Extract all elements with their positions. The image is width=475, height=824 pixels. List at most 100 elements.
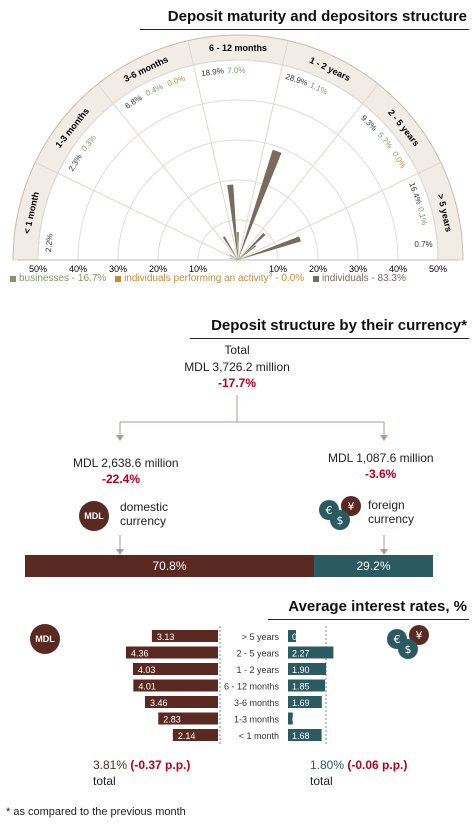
footnote: * as compared to the previous month bbox=[6, 806, 186, 818]
rose-grid-arc bbox=[157, 179, 319, 261]
rose-wedge bbox=[238, 244, 257, 260]
currency-title-underline bbox=[190, 338, 469, 339]
fx-share-bar: 29.2% bbox=[314, 555, 433, 577]
rose-value-label: 28.9% bbox=[284, 72, 308, 88]
rose-value-label: 0.4% bbox=[144, 82, 164, 98]
fx-rate-bar bbox=[288, 646, 334, 659]
rose-axis-tick: 30% bbox=[109, 264, 127, 272]
mdl-rate-bar bbox=[172, 729, 218, 741]
mdl-rate-label: 2.14 bbox=[178, 731, 196, 741]
fx-rate-label: 1.69 bbox=[292, 698, 310, 708]
rose-value-label: 0.0% bbox=[166, 74, 186, 88]
mdl-change: -22.4% bbox=[102, 472, 141, 486]
rose-value-label: 0.0% bbox=[390, 150, 407, 170]
rates-title: Average interest rates, % bbox=[288, 598, 467, 615]
rose-value-label: 9.3% bbox=[359, 113, 378, 132]
rose-sector-label: 6 - 12 months bbox=[209, 43, 267, 53]
rose-axis-tick: 50% bbox=[29, 264, 47, 272]
rose-wedge bbox=[238, 232, 266, 260]
rose-wedge bbox=[237, 258, 238, 260]
rose-axis-tick: 20% bbox=[149, 264, 167, 272]
fx-rate-bar bbox=[288, 663, 326, 675]
mdl-rate-bar bbox=[133, 679, 218, 692]
rose-sector-divider bbox=[97, 83, 239, 261]
fx-rate-label: 1.90 bbox=[292, 665, 310, 675]
mdl-icon: MDL bbox=[79, 501, 109, 531]
rose-value-label: 5.7% bbox=[376, 131, 394, 151]
rose-value-label: 0.1% bbox=[416, 206, 429, 226]
fx-total-rate: 1.80% (-0.06 p.p.) bbox=[310, 758, 408, 772]
rose-wedge bbox=[227, 184, 238, 260]
svg-text:$: $ bbox=[337, 514, 344, 527]
mdl-rate-bar bbox=[158, 712, 218, 725]
mdl-rate-bar bbox=[125, 646, 218, 659]
rose-wedge bbox=[229, 257, 238, 260]
rose-value-label: 1.1% bbox=[309, 81, 329, 97]
currency-connectors bbox=[116, 395, 388, 555]
fx-rate-label: 1.85 bbox=[292, 682, 310, 692]
rates-title-underline bbox=[268, 619, 469, 620]
foreign-currency-icon: € ¥ $ bbox=[319, 496, 361, 530]
mdl-rate-label: 3.13 bbox=[157, 632, 175, 642]
rose-grid-arc bbox=[117, 139, 359, 261]
rose-legend: businesses - 16.7% individuals performin… bbox=[10, 272, 412, 284]
rose-wedge bbox=[236, 232, 240, 260]
mdl-value: MDL 2,638.6 million bbox=[73, 456, 179, 470]
fx-rate-label: 1.68 bbox=[292, 731, 310, 741]
total-value: MDL 3,726.2 million bbox=[184, 360, 290, 374]
rose-wedge bbox=[238, 255, 241, 260]
svg-text:€: € bbox=[394, 633, 401, 646]
rose-value-label: 16.4% bbox=[407, 181, 423, 205]
rose-sector-divider bbox=[237, 40, 289, 261]
currency-title: Deposit structure by their currency* bbox=[211, 317, 467, 334]
rose-grid-arc bbox=[37, 59, 439, 261]
rose-wedge bbox=[230, 254, 238, 260]
mdl-rate-bar bbox=[151, 630, 218, 642]
rate-category-label: > 5 years bbox=[242, 632, 280, 642]
mdl-rate-bar bbox=[132, 663, 218, 675]
svg-text:¥: ¥ bbox=[348, 500, 355, 513]
rates-chart: 3.13 0.40 > 5 years 4.36 2.27 2 - 5 years 4.03… bbox=[125, 626, 334, 746]
svg-text:¥: ¥ bbox=[416, 629, 423, 642]
mdl-total-rate: 3.81% (-0.37 p.p.) bbox=[93, 758, 191, 772]
mdl-label: domestic currency bbox=[120, 500, 169, 528]
fx-label: foreign currency bbox=[368, 498, 415, 526]
rose-axis-tick: 40% bbox=[69, 264, 87, 272]
svg-text:$: $ bbox=[405, 643, 412, 656]
rose-axis-tick: 10% bbox=[189, 264, 207, 272]
legend-businesses: businesses - 16.7% bbox=[10, 273, 106, 284]
fx-total-label: total bbox=[310, 774, 333, 788]
fx-rate-bar bbox=[288, 729, 322, 741]
fx-change: -3.6% bbox=[365, 467, 397, 481]
fx-rate-label: 2.27 bbox=[292, 649, 310, 659]
rate-category-label: 2 - 5 years bbox=[236, 649, 279, 659]
rose-wedge bbox=[222, 236, 238, 260]
fx-value: MDL 1,087.6 million bbox=[328, 451, 434, 465]
rose-value-label: 0.3% bbox=[80, 133, 98, 153]
rose-axis-tick: 10% bbox=[269, 264, 287, 272]
mdl-share-bar: 70.8% bbox=[25, 555, 314, 577]
legend-individuals: individuals - 83.3% bbox=[312, 273, 406, 284]
rates-mdl-icon: MDL bbox=[30, 624, 60, 654]
rose-sector-divider bbox=[237, 83, 379, 261]
rose-axis-tick: 20% bbox=[309, 264, 327, 272]
rose-value-label: 7.0% bbox=[227, 66, 245, 75]
fx-rate-label: 0.24 bbox=[292, 715, 310, 725]
mdl-rate-label: 4.03 bbox=[138, 665, 156, 675]
rate-category-label: 1 - 2 years bbox=[236, 665, 279, 675]
rate-category-label: 1-3 months bbox=[234, 715, 280, 725]
rose-wedge bbox=[237, 259, 238, 260]
rose-value-label: 2.3% bbox=[67, 153, 84, 173]
mdl-rate-bar bbox=[144, 696, 218, 708]
rate-category-label: < 1 month bbox=[239, 731, 279, 741]
rate-category-label: 6 - 12 months bbox=[224, 682, 280, 692]
mdl-rate-label: 3.46 bbox=[150, 698, 168, 708]
rose-sector-divider bbox=[35, 161, 239, 261]
fx-rate-bar bbox=[288, 696, 322, 708]
rose-sector-divider bbox=[237, 161, 441, 261]
rose-axis-tick: 30% bbox=[349, 264, 367, 272]
rose-axis-tick: 40% bbox=[389, 264, 407, 272]
rose-sector-divider bbox=[187, 40, 239, 261]
rose-grid-arc bbox=[77, 99, 399, 261]
